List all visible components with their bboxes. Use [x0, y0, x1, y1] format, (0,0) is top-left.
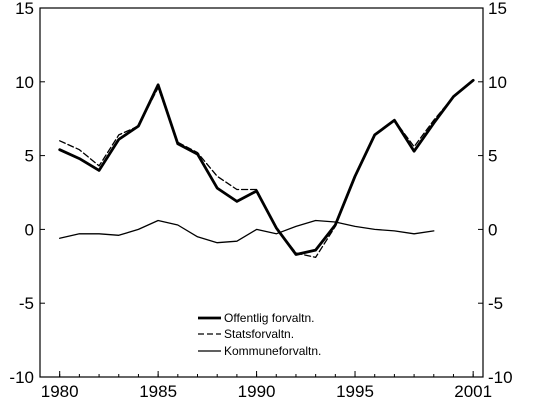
axis-ticks: 15 15 10 10 5 5 0 0 -5 -5 -10 -10 1980 1985 1990 1995 20…: [9, 0, 512, 401]
legend-label-kommune: Kommuneforvaltn.: [224, 344, 321, 358]
x-tick-label: 1980: [41, 382, 79, 401]
y-tick-label-right: 10: [488, 73, 507, 92]
y-tick-label-right: -10: [488, 368, 513, 387]
y-tick-label-left: 15: [15, 0, 34, 18]
y-tick-label-right: 15: [488, 0, 507, 18]
legend-label-stats: Statsforvaltn.: [224, 327, 294, 341]
legend: Offentlig forvaltn. Statsforvaltn. Kommu…: [198, 311, 321, 358]
y-tick-label-left: -10: [9, 368, 34, 387]
series-layer: [58, 78, 475, 259]
x-tick-label: 2001: [454, 382, 492, 401]
series-line-0: [58, 78, 475, 256]
y-tick-label-left: 10: [15, 73, 34, 92]
y-tick-label-left: -5: [19, 294, 34, 313]
series-line-2: [59, 219, 435, 244]
x-tick-label: 1990: [238, 382, 276, 401]
series-line-1: [59, 79, 474, 259]
y-tick-label-left: 5: [25, 147, 34, 166]
y-tick-label-left: 0: [25, 220, 34, 239]
y-tick-label-right: 5: [488, 147, 497, 166]
x-tick-label: 1995: [336, 382, 374, 401]
y-tick-label-right: -5: [488, 294, 503, 313]
legend-label-offentlig: Offentlig forvaltn.: [224, 311, 315, 325]
y-tick-label-right: 0: [488, 220, 497, 239]
plot-frame: [39, 7, 484, 378]
x-tick-label: 1985: [139, 382, 177, 401]
